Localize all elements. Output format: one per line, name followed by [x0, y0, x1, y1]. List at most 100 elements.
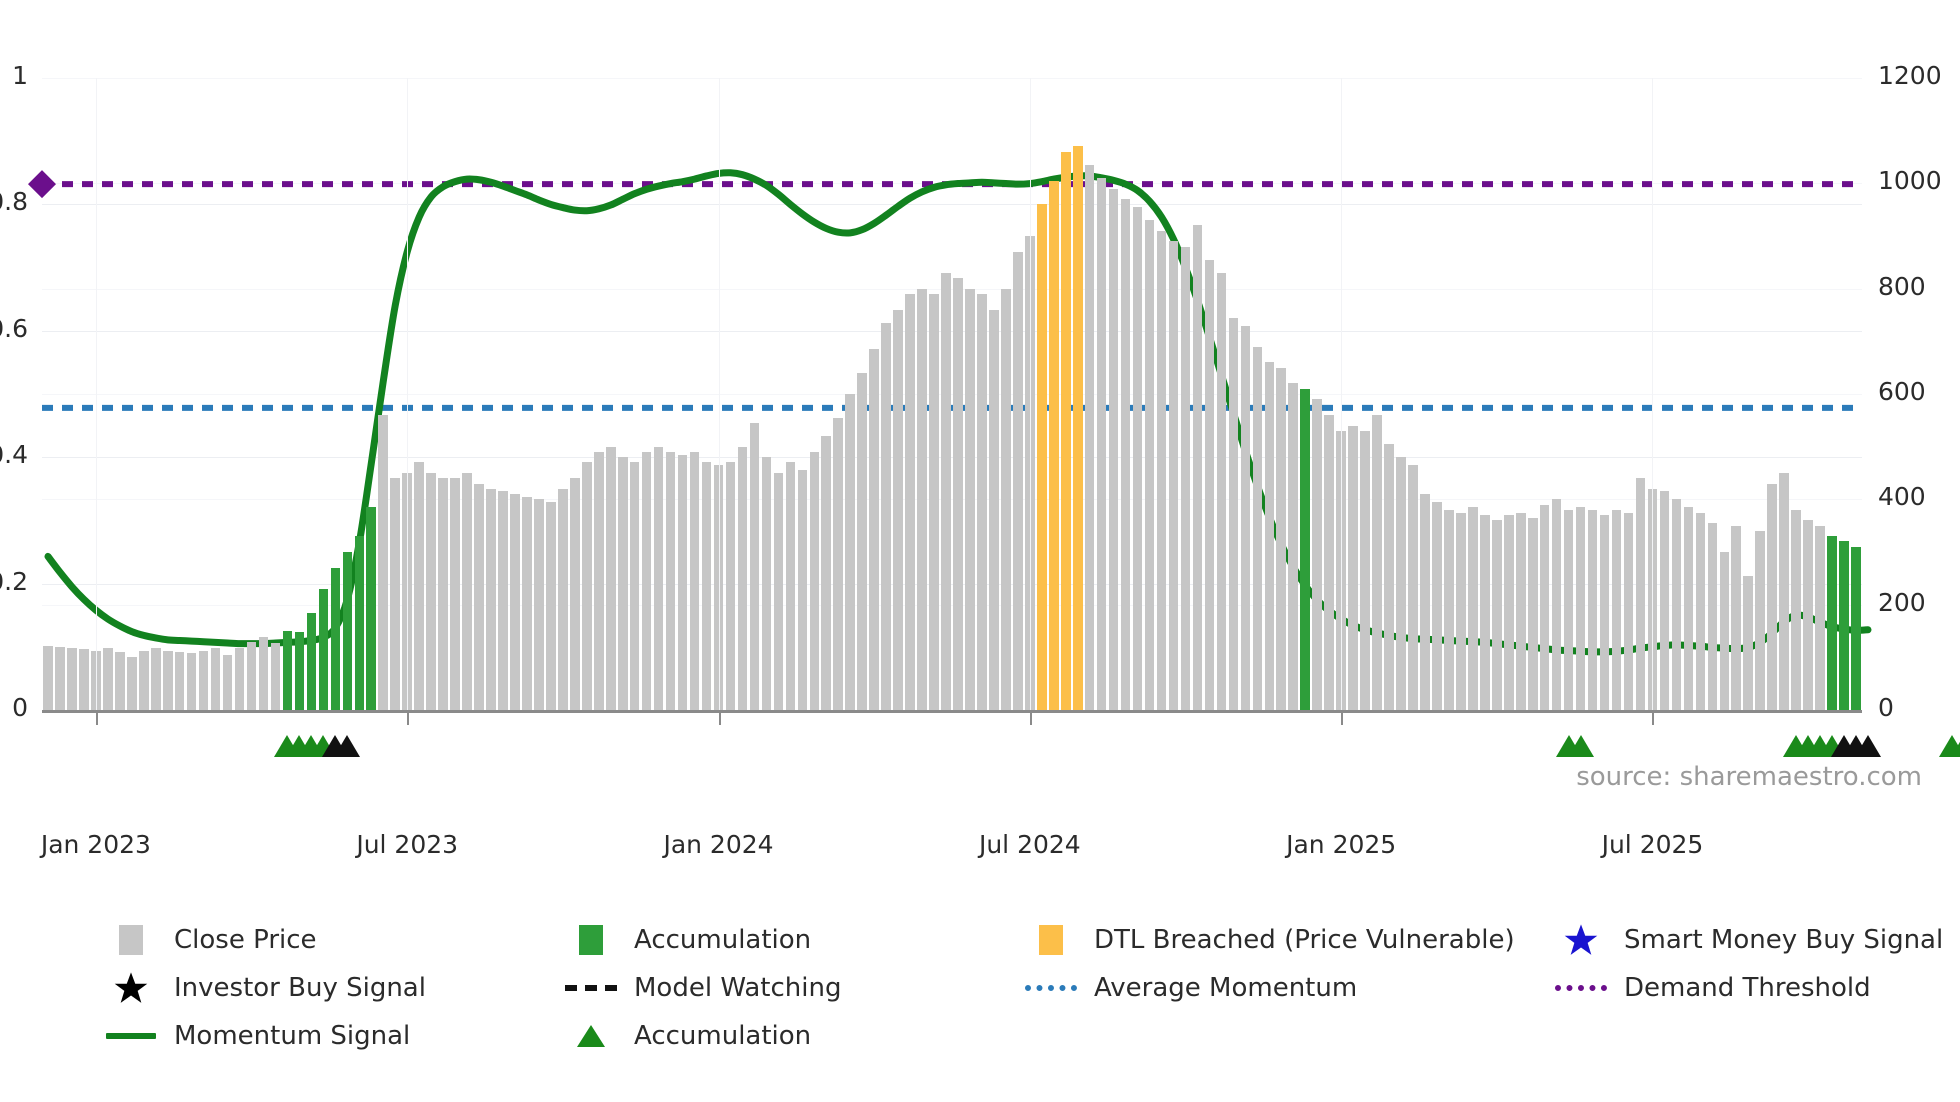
close-price-bar[interactable] [701, 462, 712, 710]
accumulation-bar[interactable] [294, 632, 305, 710]
close-price-bar[interactable] [737, 446, 748, 710]
close-price-bar[interactable] [857, 372, 867, 710]
close-price-bar[interactable] [1444, 509, 1454, 710]
close-price-bar[interactable] [809, 451, 820, 710]
close-price-bar[interactable] [773, 473, 784, 710]
close-price-bar[interactable] [1432, 501, 1442, 710]
accumulation-marker-icon[interactable] [1950, 735, 1960, 757]
accumulation-bar[interactable] [342, 552, 353, 710]
close-price-bar[interactable] [91, 651, 101, 710]
dtl-breached-bar[interactable] [1048, 180, 1059, 710]
close-price-bar[interactable] [582, 462, 592, 710]
close-price-bar[interactable] [103, 647, 113, 710]
close-price-bar[interactable] [1551, 499, 1562, 710]
close-price-bar[interactable] [593, 451, 604, 710]
close-price-bar[interactable] [1336, 430, 1346, 710]
accumulation-bar[interactable] [1851, 546, 1861, 710]
close-price-bar[interactable] [689, 451, 700, 710]
close-price-bar[interactable] [1204, 259, 1215, 710]
close-price-bar[interactable] [570, 478, 580, 710]
close-price-bar[interactable] [1575, 507, 1586, 710]
close-price-bar[interactable] [1288, 383, 1299, 710]
close-price-bar[interactable] [1384, 444, 1394, 710]
accumulation-bar[interactable] [1839, 541, 1849, 710]
close-price-bar[interactable] [821, 436, 832, 710]
close-price-bar[interactable] [1480, 515, 1490, 710]
close-price-bar[interactable] [1683, 507, 1694, 710]
dtl-breached-bar[interactable] [1072, 146, 1083, 710]
close-price-bar[interactable] [150, 647, 161, 710]
investor-buy-marker-icon[interactable] [334, 735, 361, 757]
close-price-bar[interactable] [1731, 525, 1742, 710]
accumulation-bar[interactable] [1827, 536, 1837, 710]
close-price-bar[interactable] [1228, 317, 1239, 710]
close-price-bar[interactable] [246, 641, 257, 710]
close-price-bar[interactable] [953, 278, 963, 710]
close-price-bar[interactable] [1527, 517, 1538, 710]
close-price-bar[interactable] [1623, 512, 1634, 710]
close-price-bar[interactable] [881, 322, 891, 710]
close-price-bar[interactable] [1515, 512, 1526, 710]
close-price-bar[interactable] [1719, 552, 1730, 710]
close-price-bar[interactable] [55, 646, 65, 710]
close-price-bar[interactable] [1348, 425, 1358, 710]
close-price-bar[interactable] [1240, 325, 1251, 710]
close-price-bar[interactable] [127, 657, 137, 710]
close-price-bar[interactable] [1025, 236, 1035, 710]
close-price-bar[interactable] [234, 647, 245, 710]
accumulation-bar[interactable] [366, 507, 377, 710]
close-price-bar[interactable] [1635, 478, 1646, 710]
legend-item-accumulation-marker[interactable]: Accumulation [560, 1016, 1020, 1056]
close-price-bar[interactable] [1659, 491, 1670, 710]
legend-item-momentum-signal[interactable]: Momentum Signal [100, 1016, 560, 1056]
close-price-bar[interactable] [1803, 520, 1813, 710]
accumulation-bar[interactable] [306, 612, 317, 710]
close-price-bar[interactable] [1372, 415, 1382, 710]
close-price-bar[interactable] [941, 272, 951, 710]
close-price-bar[interactable] [1707, 523, 1718, 710]
close-price-bar[interactable] [1084, 164, 1095, 710]
investor-buy-marker-icon[interactable] [1854, 735, 1881, 757]
close-price-bar[interactable] [1252, 346, 1263, 710]
close-price-bar[interactable] [893, 309, 903, 710]
close-price-bar[interactable] [917, 288, 927, 710]
close-price-bar[interactable] [79, 648, 89, 710]
close-price-bar[interactable] [665, 451, 676, 710]
close-price-bar[interactable] [1324, 415, 1334, 710]
close-price-bar[interactable] [1755, 530, 1765, 710]
close-price-bar[interactable] [797, 470, 808, 710]
close-price-bar[interactable] [1767, 483, 1777, 710]
close-price-bar[interactable] [186, 653, 197, 710]
accumulation-bar[interactable] [1300, 388, 1310, 710]
close-price-bar[interactable] [270, 642, 281, 710]
close-price-bar[interactable] [1599, 515, 1610, 710]
close-price-bar[interactable] [474, 483, 484, 710]
close-price-bar[interactable] [653, 446, 664, 710]
close-price-bar[interactable] [1743, 575, 1754, 710]
close-price-bar[interactable] [1144, 220, 1155, 710]
legend-item-model-watching[interactable]: Model Watching [560, 968, 1020, 1008]
close-price-bar[interactable] [1420, 494, 1430, 710]
close-price-bar[interactable] [414, 462, 424, 710]
close-price-bar[interactable] [558, 488, 568, 710]
close-price-bar[interactable] [785, 462, 796, 710]
close-price-bar[interactable] [1647, 488, 1658, 710]
close-price-bar[interactable] [510, 494, 520, 710]
close-price-bar[interactable] [67, 647, 77, 710]
legend-item-investor-buy[interactable]: Investor Buy Signal [100, 968, 560, 1008]
close-price-bar[interactable] [1539, 504, 1550, 710]
close-price-bar[interactable] [1264, 362, 1275, 710]
close-price-bar[interactable] [546, 501, 556, 710]
legend-item-close-price[interactable]: Close Price [100, 920, 560, 960]
close-price-bar[interactable] [43, 645, 53, 710]
close-price-bar[interactable] [1013, 251, 1023, 710]
close-price-bar[interactable] [1180, 246, 1191, 710]
accumulation-bar[interactable] [330, 567, 341, 710]
close-price-bar[interactable] [677, 454, 688, 710]
close-price-bar[interactable] [1671, 499, 1682, 710]
close-price-bar[interactable] [1108, 188, 1119, 710]
close-price-bar[interactable] [210, 647, 221, 710]
close-price-bar[interactable] [1132, 207, 1143, 710]
close-price-bar[interactable] [162, 651, 173, 710]
close-price-bar[interactable] [1456, 512, 1466, 710]
